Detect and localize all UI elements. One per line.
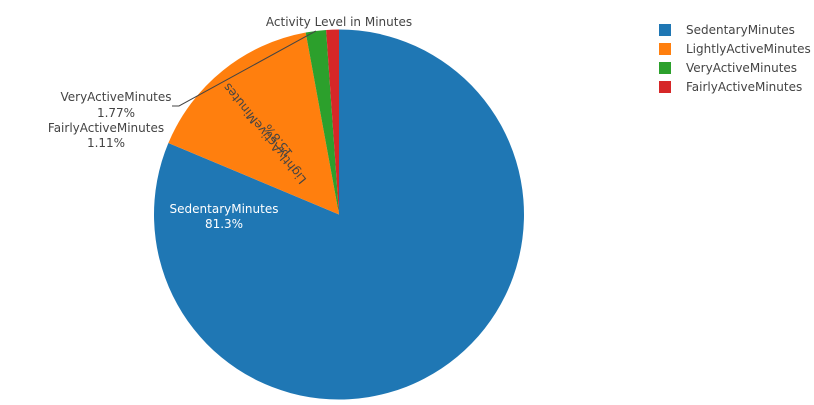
slice-label-percent-very-active-minutes: 1.77% <box>97 106 135 120</box>
slice-label-name-very-active-minutes: VeryActiveMinutes <box>60 90 171 104</box>
legend-swatch-lightly-active-minutes[interactable] <box>659 43 671 55</box>
legend-label-lightly-active-minutes[interactable]: LightlyActiveMinutes <box>686 42 811 56</box>
legend-label-very-active-minutes[interactable]: VeryActiveMinutes <box>686 61 797 75</box>
slice-label-percent-sedentary-minutes: 81.3% <box>205 217 243 231</box>
pie-slice-fairly-active-minutes[interactable] <box>326 29 339 215</box>
chart-legend: SedentaryMinutes LightlyActiveMinutes Very… <box>659 23 811 94</box>
leader-line-very-active-minutes <box>172 30 317 107</box>
legend-label-fairly-active-minutes[interactable]: FairlyActiveMinutes <box>686 80 802 94</box>
slice-label-name-sedentary-minutes: SedentaryMinutes <box>170 202 279 216</box>
pie-slices <box>153 29 525 400</box>
legend-swatch-fairly-active-minutes[interactable] <box>659 81 671 93</box>
legend-swatch-very-active-minutes[interactable] <box>659 62 671 74</box>
legend-swatch-sedentary-minutes[interactable] <box>659 24 671 36</box>
pie-slice-lightly-active-minutes[interactable] <box>168 32 339 215</box>
legend-label-sedentary-minutes[interactable]: SedentaryMinutes <box>686 23 795 37</box>
slice-label-name-fairly-active-minutes: FairlyActiveMinutes <box>48 121 164 135</box>
slice-label-percent-fairly-active-minutes: 1.11% <box>87 136 125 150</box>
chart-title: Activity Level in Minutes <box>266 15 412 29</box>
pie-slice-very-active-minutes[interactable] <box>305 29 339 215</box>
